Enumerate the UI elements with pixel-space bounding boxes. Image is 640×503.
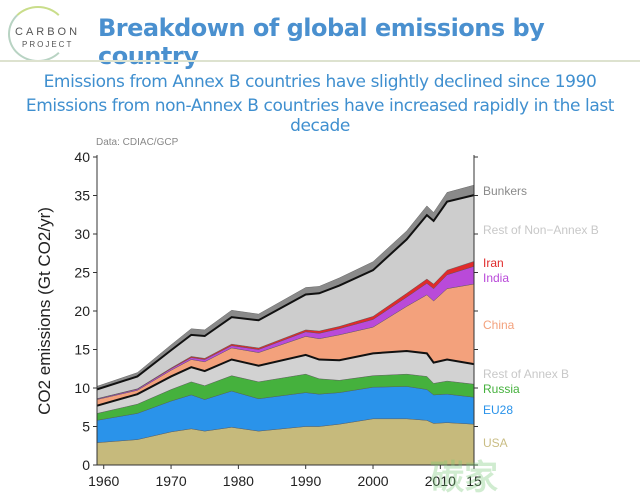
slide-title: Breakdown of global emissions by country (98, 14, 545, 70)
legend-label-rest-of-non-annex-b: Rest of Non−Annex B (483, 223, 599, 237)
y-tick-label: 20 (74, 303, 90, 319)
y-tick-label: 10 (74, 380, 90, 396)
divider (0, 60, 640, 62)
legend-label-rest-of-annex-b: Rest of Annex B (483, 367, 569, 381)
subtitle-line-2: Emissions from non-Annex B countries hav… (25, 96, 615, 136)
legend-label-iran: Iran (483, 256, 504, 270)
x-tick-label: 1990 (290, 473, 321, 489)
logo-text-1: CARBON (15, 26, 81, 38)
legend-label-russia: Russia (483, 382, 520, 396)
x-tick-label: 2010 (425, 473, 456, 489)
legend-label-usa: USA (483, 436, 508, 450)
y-tick-label: 5 (82, 419, 90, 435)
x-tick-label: 1970 (155, 473, 186, 489)
y-tick-label: 15 (74, 342, 90, 358)
x-tick-label: 1980 (223, 473, 254, 489)
boundary-line-7 (96, 194, 475, 391)
watermark-logo: 碳家 (430, 459, 498, 497)
y-tick-label: 40 (74, 149, 90, 165)
x-tick-label: 15 (466, 473, 482, 489)
y-tick-label: 0 (82, 457, 90, 473)
x-tick-label: 1960 (88, 473, 119, 489)
y-tick-label: 35 (74, 188, 90, 204)
subtitle-line-1: Emissions from Annex B countries have sl… (43, 72, 597, 92)
boundary-line-3 (96, 350, 475, 407)
legend-label-india: India (483, 271, 509, 285)
logo-text-2: PROJECT (22, 40, 74, 49)
data-source-note: Data: CDIAC/GCP (96, 137, 179, 148)
legend-label-eu-: EU28 (483, 403, 513, 417)
y-tick-label: 25 (74, 265, 90, 281)
legend-label-bunkers: Bunkers (483, 184, 527, 198)
legend-label-china: China (483, 318, 515, 332)
y-tick-label: 30 (74, 226, 90, 242)
y-axis-label: CO2 emissions (Gt CO2/yr) (35, 207, 54, 415)
x-tick-label: 2000 (357, 473, 388, 489)
